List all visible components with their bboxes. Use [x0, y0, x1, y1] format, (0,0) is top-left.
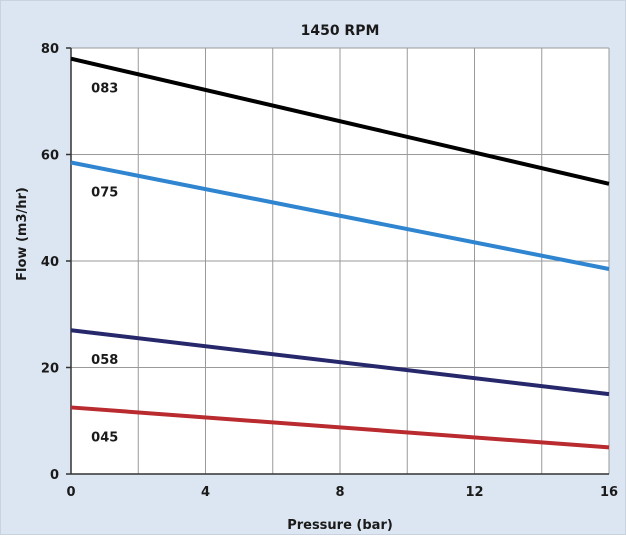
y-tick-label: 40	[41, 255, 59, 270]
series-label-075: 075	[91, 185, 118, 200]
series-label-058: 058	[91, 353, 118, 368]
series-label-083: 083	[91, 82, 118, 97]
x-tick-label: 0	[66, 485, 75, 500]
y-tick-label: 20	[41, 362, 59, 377]
x-tick-label: 12	[465, 485, 483, 500]
y-tick-label: 80	[41, 42, 59, 57]
series-line-083	[70, 56, 610, 186]
series-line-058	[70, 328, 610, 397]
tick-labels: 0 4 8 12 16 0 20 40 60 80	[41, 42, 618, 500]
x-tick-label: 8	[335, 485, 344, 500]
x-axis-title: Pressure (bar)	[287, 518, 393, 533]
series-line-045	[70, 405, 610, 450]
series-label-045: 045	[91, 430, 118, 445]
y-tick-label: 0	[50, 468, 59, 483]
series-line-075	[70, 160, 610, 271]
grid	[66, 47, 610, 475]
y-tick-label: 60	[41, 149, 59, 164]
series-layer: 083 075 058 045	[70, 56, 610, 450]
chart-title: 1450 RPM	[301, 23, 380, 39]
x-tick-label: 16	[600, 485, 618, 500]
y-axis-title: Flow (m3/hr)	[15, 187, 30, 281]
x-tick-label: 4	[201, 485, 210, 500]
